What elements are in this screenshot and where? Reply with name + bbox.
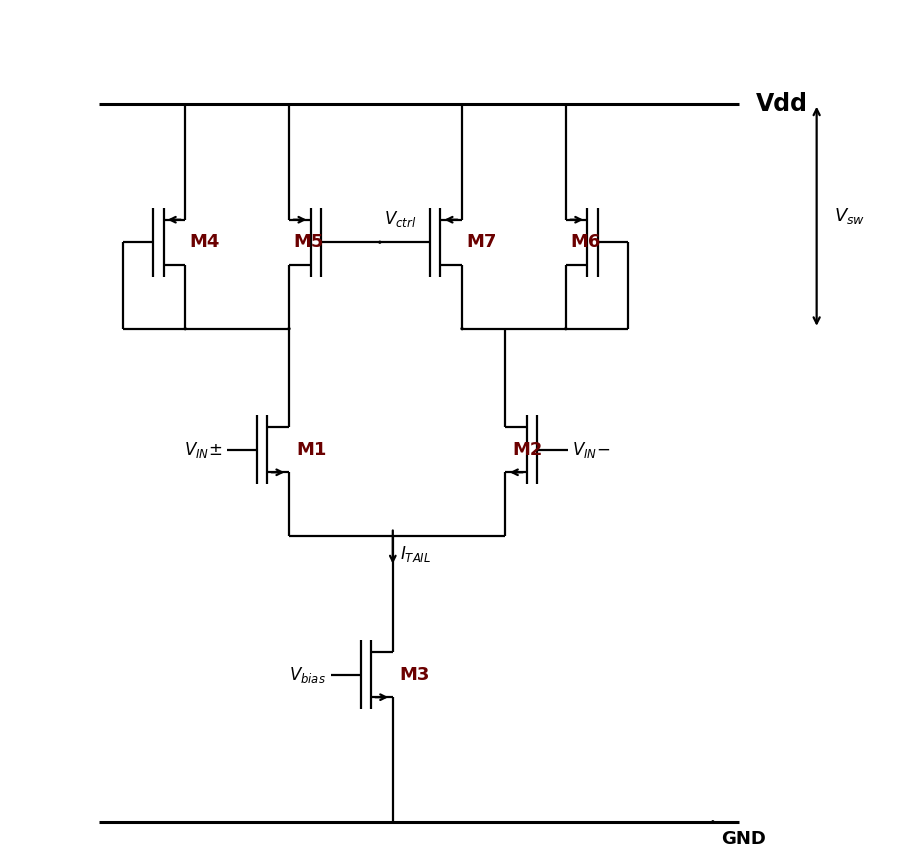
Text: M5: M5 xyxy=(293,234,323,251)
Circle shape xyxy=(184,328,186,330)
Text: $V_{bias}$: $V_{bias}$ xyxy=(289,664,326,685)
Text: M1: M1 xyxy=(296,441,326,458)
Circle shape xyxy=(711,821,714,823)
Text: $I_{TAIL}$: $I_{TAIL}$ xyxy=(400,543,431,564)
Circle shape xyxy=(379,241,381,243)
Text: $V_{sw}$: $V_{sw}$ xyxy=(834,206,865,227)
Text: M4: M4 xyxy=(189,234,220,251)
Text: $V_{IN}\!-$: $V_{IN}\!-$ xyxy=(572,439,611,460)
Text: M7: M7 xyxy=(467,234,497,251)
Text: M3: M3 xyxy=(400,666,430,683)
Circle shape xyxy=(288,328,290,330)
Text: $V_{ctrl}$: $V_{ctrl}$ xyxy=(384,209,417,229)
Text: M2: M2 xyxy=(512,441,542,458)
Text: $V_{IN}\!\pm$: $V_{IN}\!\pm$ xyxy=(184,439,223,460)
Circle shape xyxy=(461,328,463,330)
Circle shape xyxy=(565,328,566,330)
Text: GND: GND xyxy=(722,830,766,849)
Text: M6: M6 xyxy=(570,234,601,251)
Text: Vdd: Vdd xyxy=(756,92,808,116)
